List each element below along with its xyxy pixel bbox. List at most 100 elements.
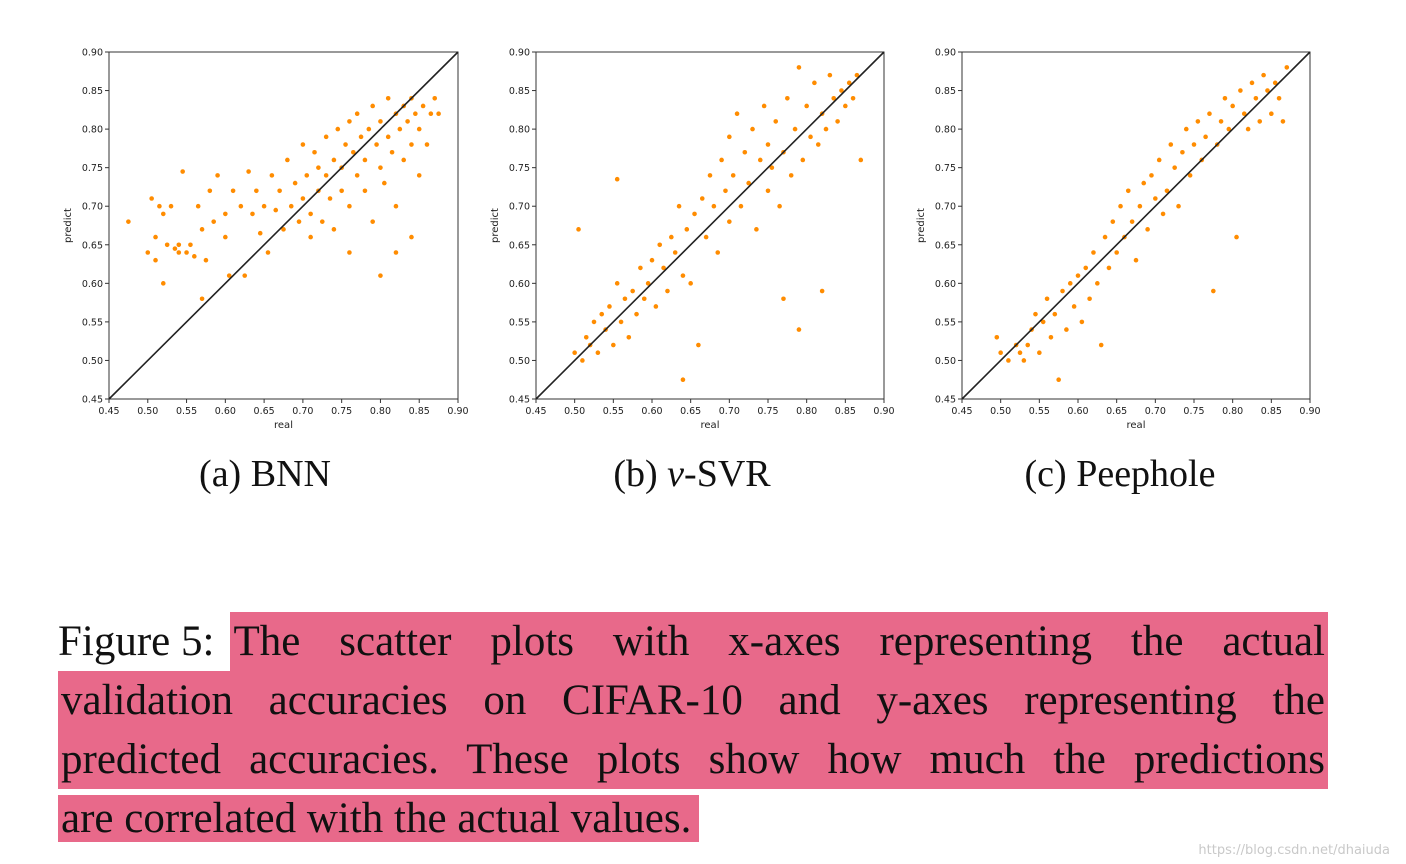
scatter-point bbox=[409, 142, 414, 147]
x-axis-label: real bbox=[274, 420, 293, 431]
scatter-point bbox=[153, 234, 158, 240]
scatter-point bbox=[614, 281, 620, 286]
scatter-point bbox=[661, 265, 666, 271]
x-tick-label: 0.60 bbox=[641, 406, 662, 417]
y-axis-label: predict bbox=[916, 208, 927, 243]
scatter-point bbox=[385, 95, 391, 101]
scatter-point bbox=[145, 250, 151, 255]
scatter-point bbox=[223, 234, 228, 240]
scatter-point bbox=[323, 173, 329, 178]
scatter-point bbox=[1125, 188, 1131, 194]
y-tick-label: 0.55 bbox=[935, 317, 956, 328]
scatter-point bbox=[1226, 126, 1232, 132]
scatter-point bbox=[835, 119, 840, 124]
x-tick-label: 0.55 bbox=[176, 406, 197, 417]
scatter-point bbox=[1183, 126, 1189, 132]
scatter-point bbox=[354, 173, 360, 178]
scatter-point bbox=[808, 134, 813, 140]
x-tick-label: 0.70 bbox=[719, 406, 740, 417]
scatter-point bbox=[1137, 203, 1143, 209]
y-tick-label: 0.55 bbox=[82, 317, 103, 328]
x-tick-label: 0.70 bbox=[292, 406, 313, 417]
y-tick-label: 0.70 bbox=[509, 202, 530, 213]
scatter-point bbox=[715, 250, 721, 255]
scatter-point bbox=[366, 126, 372, 132]
subcaption-b-prefix: (b) bbox=[613, 453, 668, 495]
scatter-point bbox=[688, 281, 693, 286]
scatter-point bbox=[672, 250, 678, 255]
scatter-point bbox=[389, 149, 395, 155]
x-tick-label: 0.90 bbox=[873, 406, 894, 417]
scatter-point bbox=[331, 157, 337, 163]
scatter-point bbox=[261, 203, 267, 209]
scatter-point bbox=[401, 157, 407, 163]
scatter-point bbox=[653, 304, 659, 309]
y-tick-label: 0.60 bbox=[935, 279, 956, 290]
y-tick-label: 0.85 bbox=[935, 86, 956, 97]
scatter-point bbox=[203, 257, 209, 263]
scatter-point bbox=[742, 149, 748, 155]
reference-line bbox=[108, 51, 459, 400]
scatter-point bbox=[1261, 72, 1266, 78]
subcaption-c-name: Peephole bbox=[1076, 453, 1216, 495]
scatter-point bbox=[269, 173, 275, 178]
scatter-point bbox=[804, 103, 809, 109]
scatter-point bbox=[1230, 103, 1235, 109]
scatter-point bbox=[362, 157, 368, 163]
scatter-point bbox=[1079, 319, 1085, 325]
scatter-point bbox=[645, 281, 651, 286]
scatter-point bbox=[846, 80, 852, 86]
scatter-point bbox=[393, 250, 399, 255]
scatter-point bbox=[223, 211, 228, 217]
y-tick-label: 0.50 bbox=[509, 356, 530, 367]
scatter-point bbox=[358, 134, 364, 140]
caption-line-3: predicted accuracies. These plots show h… bbox=[58, 730, 1328, 789]
scatter-point bbox=[385, 134, 391, 140]
scatter-point bbox=[1037, 350, 1042, 356]
scatter-point bbox=[1149, 173, 1154, 178]
caption-text-2: validation accuracies on CIFAR-10 and y-… bbox=[58, 671, 1328, 730]
scatter-point bbox=[757, 157, 763, 163]
scatter-point bbox=[1222, 95, 1228, 101]
scatter-point bbox=[1025, 342, 1031, 348]
x-tick-label: 0.85 bbox=[1261, 406, 1282, 417]
scatter-point bbox=[304, 173, 310, 178]
scatter-point bbox=[727, 134, 732, 140]
scatter-point bbox=[1114, 250, 1119, 255]
scatter-point bbox=[858, 157, 864, 163]
scatter-point bbox=[580, 358, 585, 363]
scatter-plot-b: 0.45 0.50 0.55 0.60 0.65 0.70 0.75 0.80 0.85 0.90… bbox=[490, 48, 895, 432]
scatter-point bbox=[1060, 288, 1065, 294]
scatter-point bbox=[149, 196, 154, 201]
scatter-point bbox=[1017, 350, 1023, 356]
y-tick-label: 0.45 bbox=[82, 395, 103, 406]
scatter-point bbox=[576, 227, 581, 232]
scatter-point bbox=[354, 111, 360, 116]
scatter-point bbox=[607, 304, 612, 309]
x-tick-label: 0.80 bbox=[1222, 406, 1243, 417]
scatter-point bbox=[1187, 173, 1193, 178]
y-tick-label: 0.60 bbox=[509, 279, 530, 290]
scatter-point bbox=[378, 119, 383, 124]
scatter-point bbox=[1234, 234, 1239, 240]
subcaption-a: (a) BNN bbox=[199, 452, 331, 496]
x-tick-label: 0.50 bbox=[137, 406, 158, 417]
scatter-point bbox=[792, 126, 798, 132]
scatter-point bbox=[172, 246, 178, 251]
y-tick-label: 0.80 bbox=[509, 125, 530, 136]
scatter-point bbox=[796, 65, 802, 70]
scatter-point bbox=[665, 288, 670, 294]
scatter-point bbox=[1172, 165, 1177, 170]
scatter-point bbox=[160, 281, 166, 286]
scatter-point bbox=[823, 126, 829, 132]
scatter-point bbox=[812, 80, 817, 86]
scatter-point bbox=[382, 180, 387, 186]
scatter-point bbox=[815, 142, 821, 147]
scatter-point bbox=[347, 250, 352, 255]
scatter-point bbox=[292, 180, 298, 186]
x-tick-label: 0.50 bbox=[990, 406, 1011, 417]
caption-text-1: The scatter plots with x-axes representi… bbox=[230, 612, 1328, 671]
subcaption-a-prefix: (a) bbox=[199, 453, 251, 495]
subcaption-b: (b) v-SVR bbox=[613, 452, 770, 496]
scatter-point bbox=[296, 219, 302, 224]
